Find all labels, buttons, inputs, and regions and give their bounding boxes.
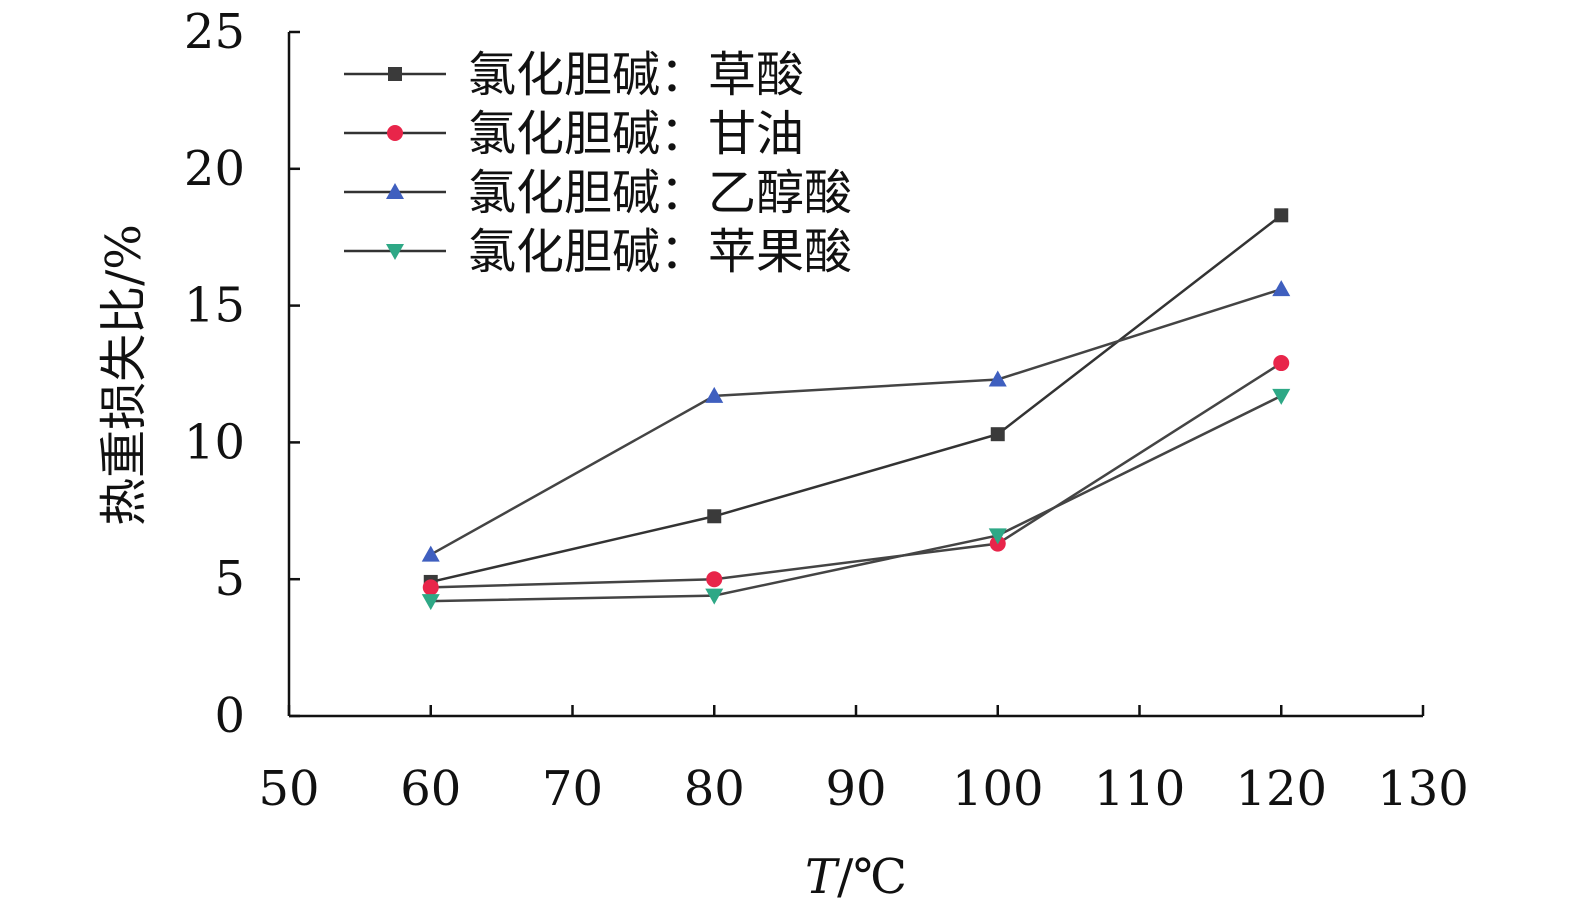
data-point [421,594,440,611]
x-tick-label: 80 [684,761,745,817]
x-tick-label: 120 [1235,761,1327,817]
data-point [707,509,722,524]
x-tick-label: 70 [542,761,603,817]
series-4 [421,388,1291,611]
data-point [705,588,724,605]
series-line [430,287,1282,556]
legend-item-1: 氯化胆碱：草酸 [344,47,804,103]
legend-marker [386,183,404,199]
data-point [1273,355,1290,372]
series-line [430,214,1283,584]
series-2 [422,355,1290,596]
y-tick-label: 0 [214,688,245,744]
series-layer [421,208,1291,611]
x-tick-label: 110 [1094,761,1186,817]
y-tick-label: 10 [184,414,245,470]
data-point [1274,208,1289,223]
data-point [988,370,1007,387]
y-axis-label: 热重损失比/% [96,224,152,526]
x-tick-label: 60 [400,761,461,817]
x-axis-label-unit: /℃ [837,849,907,905]
legend-label: 氯化胆碱：乙醇酸 [468,165,852,221]
data-point [706,571,723,588]
legend-item-3: 氯化胆碱：乙醇酸 [344,165,852,221]
x-axis-label: T/℃ [805,849,907,905]
y-tick-label: 25 [184,4,245,60]
x-tick-label: 130 [1377,761,1469,817]
y-tick-label: 20 [184,141,245,197]
x-axis-label-var: T [805,849,840,905]
y-tick-label: 15 [184,278,245,334]
data-point [421,545,440,562]
data-point [988,528,1007,545]
series-line [430,362,1282,589]
axes: 50 60 70 80 90 100 110 120 130 0 5 10 15 20 25 [184,4,1469,817]
legend-marker [386,244,404,260]
series-3 [421,280,1291,562]
data-point [705,386,724,403]
legend-label: 氯化胆碱：草酸 [468,47,804,103]
data-point [1272,280,1291,297]
legend-marker [388,67,402,81]
legend-label: 氯化胆碱：甘油 [468,106,804,162]
legend-marker [387,125,403,141]
x-tick-label: 50 [258,761,319,817]
x-tick-label: 90 [825,761,886,817]
data-point [422,579,439,596]
y-tick-label: 5 [214,551,245,607]
legend-label: 氯化胆碱：苹果酸 [468,224,852,280]
data-point [1272,388,1291,405]
legend-item-4: 氯化胆碱：苹果酸 [344,224,852,280]
data-point [990,427,1005,442]
series-line [430,394,1282,603]
legend-item-2: 氯化胆碱：甘油 [344,106,804,162]
x-tick-label: 100 [952,761,1044,817]
